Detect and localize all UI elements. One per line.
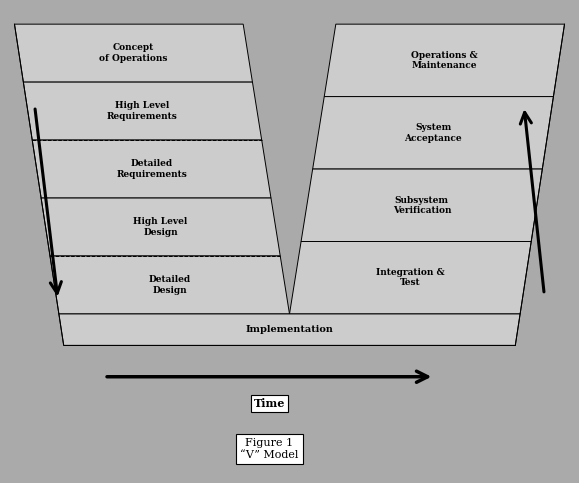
Text: Time: Time <box>254 398 285 409</box>
Polygon shape <box>290 242 531 314</box>
Polygon shape <box>23 82 262 140</box>
Polygon shape <box>301 169 543 242</box>
Text: System
Acceptance: System Acceptance <box>404 123 462 142</box>
Polygon shape <box>324 24 565 97</box>
Polygon shape <box>50 256 290 314</box>
Polygon shape <box>313 97 554 169</box>
Text: Operations &
Maintenance: Operations & Maintenance <box>411 51 478 70</box>
Text: Concept
of Operations: Concept of Operations <box>99 43 167 63</box>
Text: Implementation: Implementation <box>245 325 334 334</box>
Text: High Level
Requirements: High Level Requirements <box>107 101 178 121</box>
Polygon shape <box>14 24 252 82</box>
Text: High Level
Design: High Level Design <box>133 217 188 237</box>
Polygon shape <box>32 140 271 198</box>
Polygon shape <box>41 198 280 256</box>
Text: Subsystem
Verification: Subsystem Verification <box>393 196 451 215</box>
Text: Integration &
Test: Integration & Test <box>376 268 445 287</box>
Text: Figure 1
“V” Model: Figure 1 “V” Model <box>240 439 298 460</box>
Text: Detailed
Requirements: Detailed Requirements <box>116 159 187 179</box>
Text: Detailed
Design: Detailed Design <box>149 275 190 295</box>
Polygon shape <box>59 314 520 345</box>
